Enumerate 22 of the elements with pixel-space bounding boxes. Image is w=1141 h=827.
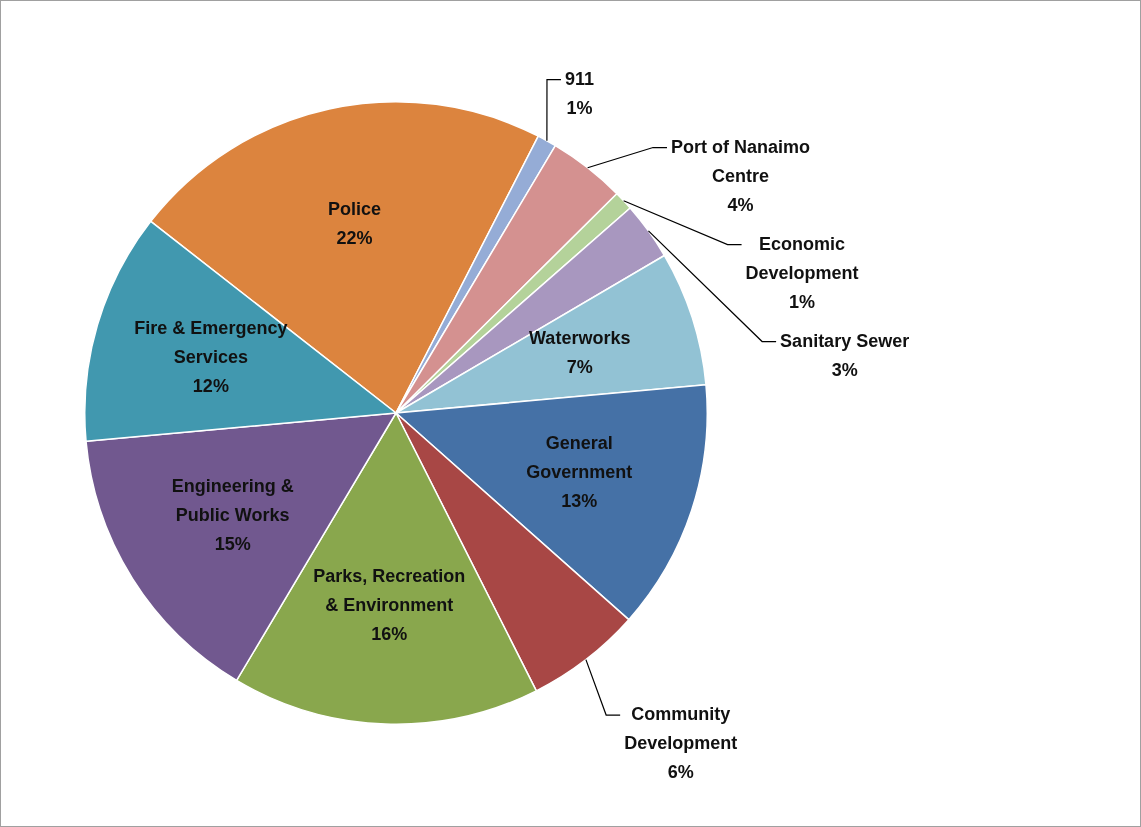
- slice-label: 911: [564, 68, 595, 89]
- data-label: 1%: [789, 291, 816, 312]
- data-label: 7%: [566, 357, 593, 378]
- slice-label: Police: [328, 199, 382, 219]
- slice-label: Waterworks: [529, 328, 631, 349]
- data-label: 12%: [192, 376, 229, 397]
- data-label: 3%: [831, 359, 858, 380]
- data-label: 6%: [667, 762, 694, 783]
- slice-label: Engineering & Public Works: [171, 475, 294, 525]
- data-label: 13%: [561, 491, 598, 512]
- slice-label: Sanitary Sewer: [780, 330, 910, 351]
- slice-label: General Government: [526, 433, 633, 483]
- data-label: 22%: [336, 228, 373, 248]
- slice-label: Economic Development: [745, 233, 859, 283]
- slice-label: Parks, Recreation & Environment: [313, 565, 466, 615]
- data-label: 15%: [214, 533, 251, 554]
- slice-label: Port of Nanaimo Centre: [671, 136, 811, 186]
- data-label: 4%: [727, 194, 754, 215]
- slice-label: Fire & Emergency Services: [134, 318, 288, 368]
- data-label: 1%: [566, 97, 593, 118]
- slice-label: Community Development: [624, 704, 738, 754]
- data-label: 16%: [371, 623, 408, 644]
